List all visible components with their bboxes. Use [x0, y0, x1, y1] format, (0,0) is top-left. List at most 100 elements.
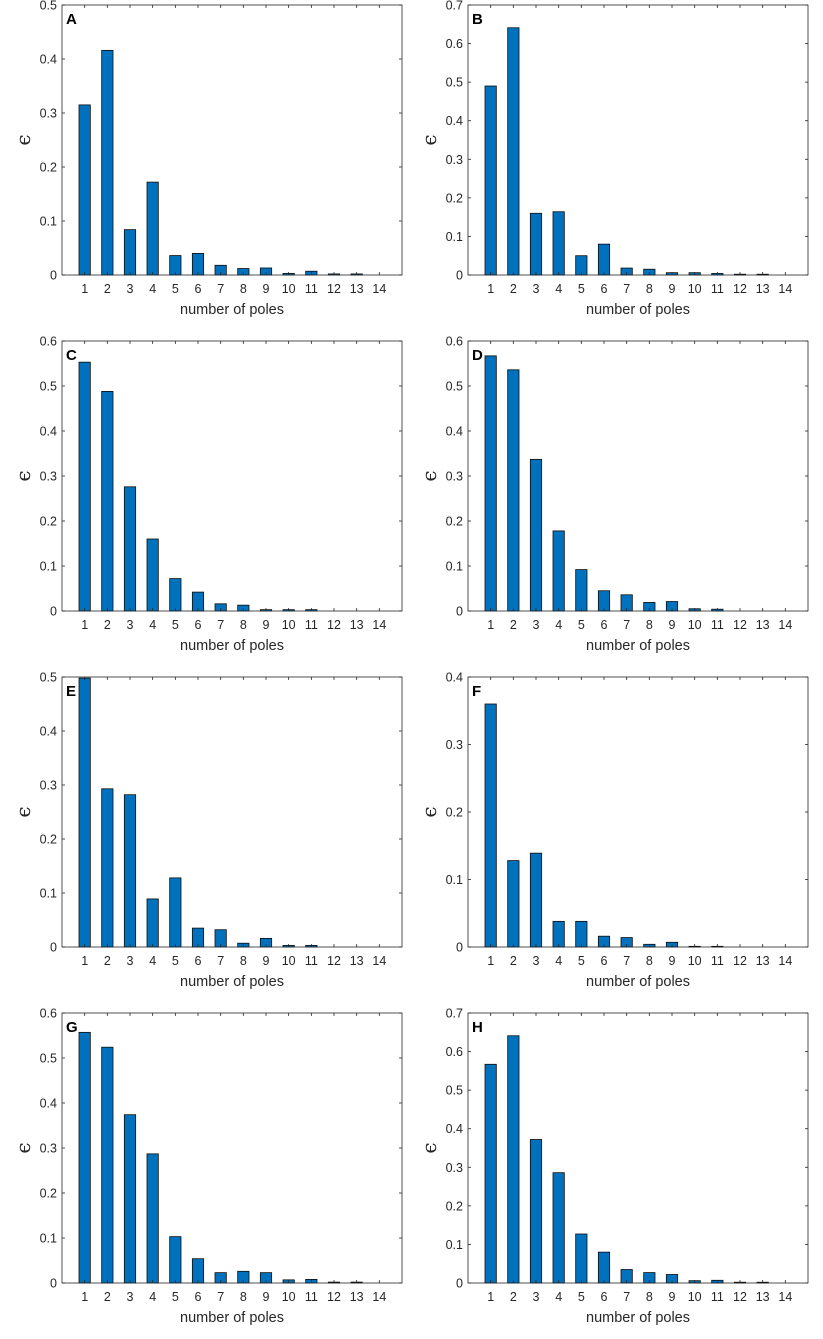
x-tick-label: 11	[711, 282, 724, 296]
x-tick-label: 6	[195, 954, 202, 968]
x-axis-label: number of poles	[586, 302, 690, 318]
bar-6	[597, 1251, 611, 1284]
bar-2	[507, 1035, 520, 1284]
bar-1	[484, 355, 497, 612]
y-tick-label: 0.5	[446, 380, 463, 394]
bar-3	[123, 1114, 137, 1284]
x-tick-label: 9	[669, 618, 676, 632]
x-tick-label: 5	[172, 1290, 179, 1304]
x-tick-label: 8	[240, 954, 247, 968]
x-tick-label: 2	[104, 954, 111, 968]
bar-1	[78, 1031, 91, 1284]
y-tick-label: 0.4	[40, 1097, 57, 1111]
y-tick-label: 0.7	[446, 1007, 463, 1021]
x-tick-label: 10	[282, 1290, 296, 1304]
y-tick-label: 0.6	[446, 1045, 463, 1059]
y-axis-label: ϵ	[417, 134, 441, 145]
bar-4	[146, 1153, 159, 1284]
panel-label: H	[472, 1019, 483, 1036]
x-tick-label: 5	[578, 618, 585, 632]
y-tick-label: 0	[50, 269, 57, 283]
y-tick-label: 0.2	[40, 833, 57, 847]
x-tick-label: 3	[533, 1290, 540, 1304]
y-tick-label: 0.4	[40, 53, 57, 67]
x-tick-label: 8	[240, 618, 247, 632]
bar-2	[507, 27, 520, 276]
y-tick-label: 0.6	[40, 335, 57, 349]
bar-6	[597, 243, 611, 276]
x-tick-label: 3	[533, 282, 540, 296]
x-axis-label: number of poles	[180, 302, 284, 318]
x-tick-label: 2	[510, 618, 517, 632]
x-tick-label: 13	[350, 1290, 364, 1304]
panel-label: E	[66, 683, 76, 700]
x-tick-label: 7	[217, 1290, 224, 1304]
bar-1	[484, 1063, 497, 1284]
bar-2	[507, 369, 520, 612]
x-tick-label: 2	[510, 1290, 517, 1304]
x-tick-label: 2	[510, 954, 517, 968]
x-axis-label: number of poles	[180, 1310, 284, 1326]
bar-1	[484, 85, 497, 276]
y-tick-label: 0.5	[40, 380, 57, 394]
x-tick-label: 9	[263, 618, 270, 632]
x-tick-label: 6	[601, 618, 608, 632]
x-tick-label: 13	[756, 282, 770, 296]
x-tick-label: 3	[533, 618, 540, 632]
y-tick-label: 0.4	[446, 1122, 463, 1136]
x-tick-label: 11	[711, 1290, 724, 1304]
bar-1	[484, 703, 497, 948]
panel-label: G	[66, 1019, 78, 1036]
chart-panel-b: 1 2 3 4 5 6 7 8 9 10 11 12 13 1400.10.20.30.40.50.60.…	[417, 0, 809, 318]
x-tick-label: 13	[756, 954, 770, 968]
y-tick-label: 0.2	[40, 515, 57, 529]
x-tick-label: 8	[240, 282, 247, 296]
y-tick-label: 0.1	[40, 887, 57, 901]
y-tick-label: 0.1	[40, 215, 57, 229]
y-tick-label: 0	[456, 1277, 463, 1291]
bar-3	[529, 458, 543, 612]
x-tick-label: 9	[669, 954, 676, 968]
x-tick-label: 12	[327, 282, 341, 296]
axes-box	[467, 4, 809, 276]
x-tick-label: 14	[778, 282, 792, 296]
x-tick-label: 4	[149, 954, 156, 968]
y-tick-label: 0.1	[40, 560, 57, 574]
y-tick-label: 0.5	[40, 0, 57, 13]
x-tick-label: 9	[263, 954, 270, 968]
x-tick-label: 14	[778, 954, 792, 968]
x-axis-label: number of poles	[180, 638, 284, 654]
y-tick-label: 0.4	[446, 425, 463, 439]
x-tick-label: 4	[555, 954, 562, 968]
bar-3	[123, 794, 137, 948]
y-tick-label: 0.4	[40, 725, 57, 739]
x-tick-label: 8	[646, 1290, 653, 1304]
x-tick-label: 4	[149, 282, 156, 296]
x-tick-label: 2	[104, 282, 111, 296]
x-tick-label: 8	[646, 282, 653, 296]
y-tick-label: 0.5	[446, 76, 463, 90]
bar-3	[529, 212, 543, 276]
x-tick-label: 1	[81, 618, 88, 632]
bar-3	[529, 1139, 543, 1284]
x-tick-label: 13	[350, 282, 364, 296]
bar-5	[575, 569, 588, 612]
x-tick-label: 7	[623, 618, 630, 632]
bar-2	[101, 390, 114, 612]
bar-6	[597, 590, 611, 612]
bar-2	[101, 788, 114, 948]
x-tick-label: 9	[263, 282, 270, 296]
panel-label: C	[66, 347, 77, 364]
y-tick-label: 0.7	[446, 0, 463, 13]
x-tick-label: 14	[372, 618, 386, 632]
y-tick-label: 0.3	[446, 738, 463, 752]
panel-label: A	[66, 11, 77, 28]
x-tick-label: 13	[350, 954, 364, 968]
x-tick-label: 7	[217, 954, 224, 968]
y-tick-label: 0.4	[446, 114, 463, 128]
x-tick-label: 6	[601, 954, 608, 968]
x-tick-label: 10	[688, 282, 702, 296]
bar-5	[575, 920, 588, 948]
